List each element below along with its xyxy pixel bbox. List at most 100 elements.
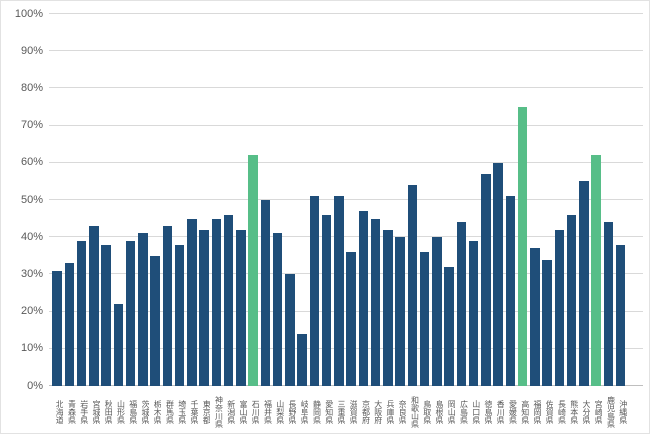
x-tick-label: 福井県 xyxy=(263,400,272,424)
x-tick-label: 宮崎県 xyxy=(594,400,603,424)
bar-slot xyxy=(76,14,88,386)
x-tick-label: 長崎県 xyxy=(557,400,566,424)
bar-slot xyxy=(259,14,271,386)
x-tick-label: 山形県 xyxy=(116,400,125,424)
x-tick-label: 広島県 xyxy=(459,400,468,424)
bar-沖縄県 xyxy=(615,244,626,386)
x-tick-label: 神奈川県 xyxy=(214,396,223,428)
bar-slot xyxy=(419,14,431,386)
x-tick-label: 佐賀県 xyxy=(545,400,554,424)
x-tick-label: 大阪府 xyxy=(373,400,382,424)
bar-鹿児島県 xyxy=(603,222,614,386)
y-tick-label: 30% xyxy=(20,267,43,280)
y-tick-label: 100% xyxy=(14,7,43,20)
gridline xyxy=(49,161,643,163)
bar-slot xyxy=(174,14,186,386)
bar-長野県 xyxy=(285,274,295,386)
bar-slot xyxy=(198,14,210,386)
bar-高知県 xyxy=(517,107,528,386)
bar-slot xyxy=(431,14,443,386)
bar-東京都 xyxy=(199,229,209,386)
bar-香川県 xyxy=(493,162,503,386)
gridline xyxy=(49,310,643,312)
bar-愛知県 xyxy=(321,214,332,386)
bar-福島県 xyxy=(125,240,136,386)
bar-三重県 xyxy=(334,196,344,386)
x-tick-label: 鹿児島県 xyxy=(606,396,615,428)
y-tick-label: 0% xyxy=(27,379,43,392)
y-tick-label: 80% xyxy=(20,81,43,94)
bar-slot xyxy=(321,14,333,386)
bar-slot xyxy=(382,14,394,386)
x-tick-label: 新潟県 xyxy=(226,400,235,424)
x-tick-label: 東京都 xyxy=(202,400,211,424)
bars-container xyxy=(49,14,643,386)
x-tick-label: 和歌山県 xyxy=(410,396,419,428)
x-axis-line xyxy=(49,385,643,386)
bar-愛媛県 xyxy=(505,196,516,386)
x-tick-label: 熊本県 xyxy=(569,400,578,424)
x-tick-label: 滋賀県 xyxy=(349,400,358,424)
bar-slot xyxy=(272,14,284,386)
x-tick-label: 宮城県 xyxy=(92,400,100,424)
bar-slot xyxy=(333,14,345,386)
bar-滋賀県 xyxy=(346,252,356,386)
bar-slot xyxy=(406,14,418,386)
y-tick-label: 90% xyxy=(20,44,43,57)
y-tick-label: 60% xyxy=(20,156,43,169)
bar-slot xyxy=(468,14,480,386)
bar-徳島県 xyxy=(481,173,491,386)
x-tick-label: 群馬県 xyxy=(165,400,174,424)
y-tick-label: 20% xyxy=(20,305,43,318)
bar-山梨県 xyxy=(272,233,283,386)
bar-slot xyxy=(284,14,296,386)
x-tick-label: 京都府 xyxy=(361,400,370,424)
x-tick-label: 沖縄県 xyxy=(618,400,627,424)
y-tick-label: 50% xyxy=(20,193,43,206)
bar-大阪府 xyxy=(370,218,381,386)
bar-宮崎県 xyxy=(591,155,601,386)
bar-slot xyxy=(566,14,578,386)
plot-area xyxy=(49,13,643,386)
bar-slot xyxy=(553,14,565,386)
bar-slot xyxy=(125,14,137,386)
bar-slot xyxy=(210,14,222,386)
x-tick-label: 大分県 xyxy=(582,400,590,424)
bar-slot xyxy=(590,14,602,386)
bar-slot xyxy=(357,14,369,386)
x-tick-label: 奈良県 xyxy=(398,400,407,424)
bar-slot xyxy=(602,14,614,386)
bar-slot xyxy=(51,14,63,386)
bar-slot xyxy=(112,14,124,386)
bar-島根県 xyxy=(432,237,442,386)
bar-群馬県 xyxy=(162,226,173,386)
bar-宮城県 xyxy=(89,226,99,386)
bar-山口県 xyxy=(468,240,479,386)
gridline xyxy=(49,50,643,52)
bar-slot xyxy=(480,14,492,386)
bar-slot xyxy=(370,14,382,386)
x-tick-label: 三重県 xyxy=(337,400,345,424)
x-tick-label: 青森県 xyxy=(67,400,76,424)
gridline xyxy=(49,124,643,126)
bar-青森県 xyxy=(64,263,75,386)
bar-新潟県 xyxy=(223,214,234,386)
bar-slot xyxy=(63,14,75,386)
x-tick-label: 高知県 xyxy=(520,400,529,424)
x-tick-label: 岐阜県 xyxy=(300,400,309,424)
bar-slot xyxy=(186,14,198,386)
x-tick-label: 石川県 xyxy=(251,400,260,424)
bar-大分県 xyxy=(579,181,589,386)
bar-山形県 xyxy=(113,304,124,386)
bar-slot xyxy=(223,14,235,386)
bar-神奈川県 xyxy=(211,218,222,386)
gridline xyxy=(49,87,643,89)
bar-slot xyxy=(100,14,112,386)
x-tick-label: 岡山県 xyxy=(447,400,456,424)
gridline xyxy=(49,273,643,275)
x-tick-label: 埼玉県 xyxy=(177,400,186,424)
bar-slot xyxy=(247,14,259,386)
bar-福井県 xyxy=(260,200,271,386)
bar-秋田県 xyxy=(101,244,111,386)
x-tick-label: 福岡県 xyxy=(533,400,541,424)
